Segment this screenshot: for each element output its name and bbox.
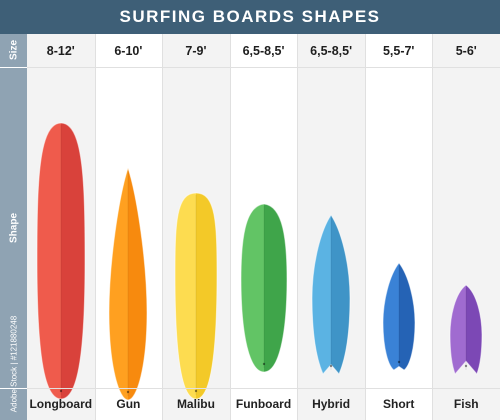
board-outline <box>449 284 483 375</box>
board-column-malibu: 7-9' Malibu <box>162 34 230 420</box>
gun-board-svg <box>108 167 148 401</box>
board-right-half <box>128 168 148 400</box>
side-separator <box>0 388 27 389</box>
board-outline <box>382 262 416 371</box>
board-name-label: Short <box>383 397 415 411</box>
size-label: 6,5-8,5' <box>242 43 285 58</box>
header-banner: SURFING BOARDS SHAPES <box>0 0 500 34</box>
board-outline <box>36 122 86 400</box>
board-name-label: Funboard <box>235 397 292 411</box>
board-column-fish: 5-6' Fish <box>432 34 500 420</box>
side-separator <box>0 67 27 68</box>
board-right-half <box>263 204 287 372</box>
gun-shape <box>95 34 163 420</box>
row-divider <box>27 388 95 389</box>
row-divider <box>94 388 163 389</box>
size-label: 8-12' <box>46 43 75 58</box>
board-fin-dot <box>127 390 130 394</box>
board-name-label: Gun <box>116 397 141 411</box>
board-fin-dot <box>59 389 62 393</box>
short-shape <box>365 34 433 420</box>
short-board-svg <box>382 262 416 371</box>
board-right-half <box>60 123 85 399</box>
row-divider <box>432 388 500 389</box>
board-name-label: Hybrid <box>312 397 351 411</box>
fish-board-svg <box>449 284 483 375</box>
board-outline <box>174 192 218 400</box>
size-row-label: Size <box>8 39 19 61</box>
hybrid-board-svg <box>311 214 351 375</box>
funboard-board-svg <box>240 203 288 373</box>
size-label: 5-6' <box>455 43 477 58</box>
board-column-funboard: 6,5-8,5' Funboard <box>229 34 298 420</box>
board-column-hybrid: 6,5-8,5' Hybrid <box>297 34 365 420</box>
board-left-half <box>36 123 61 399</box>
column-divider <box>432 34 434 420</box>
board-outline <box>108 167 148 401</box>
board-fin-dot <box>194 389 198 393</box>
shape-row-label: Shape <box>8 212 19 244</box>
board-fin-dot <box>465 364 468 368</box>
fish-shape <box>432 34 500 420</box>
board-fin-dot <box>397 360 400 364</box>
row-divider <box>364 388 433 389</box>
column-divider <box>297 34 299 420</box>
malibu-shape <box>162 34 230 420</box>
funboard-shape <box>230 34 298 420</box>
column-divider <box>364 34 366 420</box>
row-divider <box>297 67 365 68</box>
row-divider <box>297 388 365 389</box>
row-divider <box>94 67 163 68</box>
hybrid-shape <box>297 34 365 420</box>
board-column-longboard: 8-12' Longboard <box>27 34 95 420</box>
board-name-label: Longboard <box>29 397 93 411</box>
row-divider <box>27 67 95 68</box>
board-right-half <box>195 193 217 399</box>
board-left-half <box>240 204 264 372</box>
row-divider <box>162 388 230 389</box>
board-left-half <box>174 193 196 399</box>
row-divider <box>162 67 230 68</box>
longboard-board-svg <box>36 122 86 400</box>
size-label: 6-10' <box>114 43 143 58</box>
row-divider <box>229 388 298 389</box>
board-outline <box>240 203 288 373</box>
row-divider <box>229 67 298 68</box>
column-divider <box>94 34 96 420</box>
row-divider <box>432 67 500 68</box>
longboard-shape <box>27 34 95 420</box>
board-name-label: Fish <box>453 397 479 411</box>
column-divider <box>162 34 164 420</box>
size-label: 5,5-7' <box>382 43 415 58</box>
size-label: 7-9' <box>185 43 207 58</box>
size-label: 6,5-8,5' <box>310 43 353 58</box>
column-divider <box>229 34 231 420</box>
side-bar: Size Shape Adobe Stock | #121880248 <box>0 34 27 420</box>
stock-id-text: Adobe Stock | #121880248 <box>9 315 18 413</box>
board-column-gun: 6-10' Gun <box>94 34 163 420</box>
board-column-short: 5,5-7' Short <box>364 34 433 420</box>
malibu-board-svg <box>174 192 218 400</box>
board-outline <box>311 214 351 375</box>
page-title: SURFING BOARDS SHAPES <box>119 7 381 26</box>
row-divider <box>364 67 433 68</box>
board-name-label: Malibu <box>176 397 215 411</box>
board-fin-dot <box>262 362 265 366</box>
board-left-half <box>109 168 129 400</box>
board-fin-dot <box>329 364 333 368</box>
boards-grid: 8-12' Longboard 6-10' Gun 7-9' Malibu 6,… <box>27 34 500 420</box>
